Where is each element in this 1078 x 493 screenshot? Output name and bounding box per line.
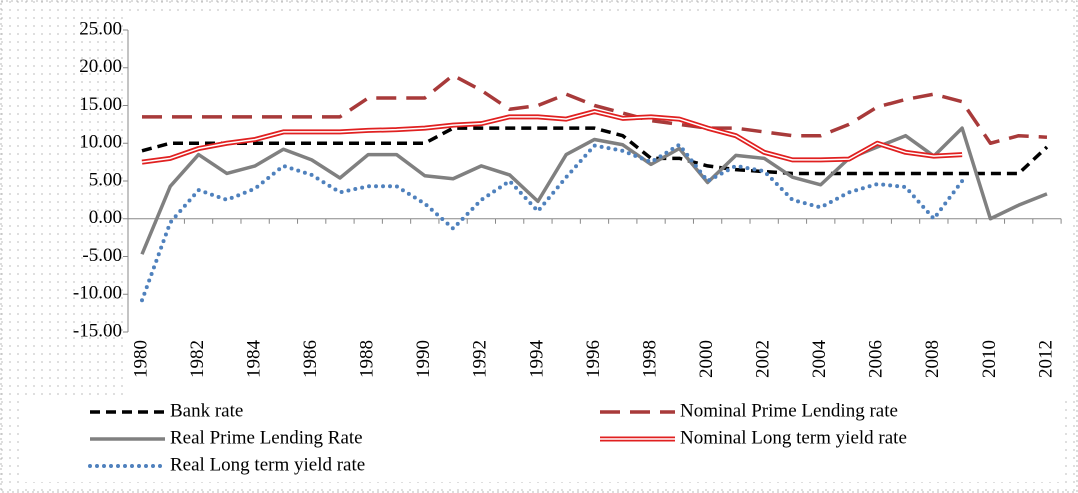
legend-box [22, 398, 1062, 482]
x-tick-label: 2000 [696, 340, 717, 378]
y-tick-label: -10.00 [73, 283, 122, 304]
x-tick-label: 1998 [639, 340, 660, 378]
legend-label: Real Long term yield rate [170, 454, 365, 475]
x-tick-label: 1996 [583, 340, 604, 378]
x-tick-label: 1984 [243, 340, 264, 379]
legend-label: Real Prime Lending Rate [170, 427, 363, 448]
y-tick-label: 20.00 [79, 56, 122, 77]
x-tick-label: 2010 [979, 340, 1000, 378]
x-tick-label: 1980 [130, 340, 151, 378]
plot-area [127, 13, 1073, 395]
series-line [140, 126, 1048, 255]
y-tick-label: -15.00 [73, 320, 122, 341]
double-line-inner [141, 110, 963, 163]
y-tick-label: -5.00 [82, 245, 122, 266]
x-tick-label: 2006 [866, 340, 887, 378]
legend-label: Nominal Long term yield rate [680, 427, 907, 448]
series-line [142, 73, 1048, 145]
x-tick-label: 2008 [922, 340, 943, 378]
x-tick-label: 2002 [753, 340, 774, 378]
y-tick-label: 0.00 [89, 207, 122, 228]
x-tick-label: 2004 [809, 340, 830, 379]
series-line [141, 126, 1049, 176]
legend-label: Nominal Prime Lending rate [680, 400, 898, 421]
x-tick-label: 1988 [357, 340, 378, 378]
x-tick-label: 2012 [1035, 340, 1056, 378]
series-line [140, 142, 965, 303]
x-tick-label: 1992 [470, 340, 491, 378]
y-tick-label: 25.00 [79, 18, 122, 39]
y-tick-label: 15.00 [79, 94, 122, 115]
x-tick-label: 1990 [413, 340, 434, 378]
y-tick-label: 5.00 [89, 169, 122, 190]
x-tick-label: 1994 [526, 340, 547, 379]
legend-label: Bank rate [170, 400, 243, 421]
x-tick-label: 1986 [300, 340, 321, 378]
x-tick-label: 1982 [187, 340, 208, 378]
y-tick-label: 10.00 [79, 132, 122, 153]
